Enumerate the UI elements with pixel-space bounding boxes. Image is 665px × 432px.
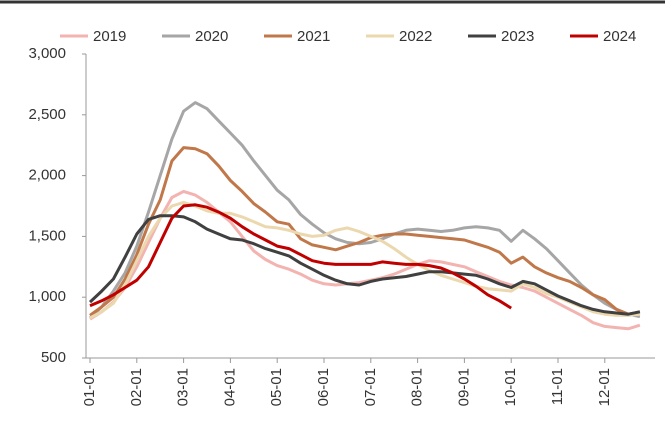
series-line: [89, 203, 512, 310]
y-tick-label: 2,000: [28, 167, 66, 184]
x-tick-label: 10-01: [502, 368, 519, 406]
legend-label: 2019: [93, 28, 126, 45]
series-line: [89, 146, 641, 317]
legend-label: 2024: [603, 28, 636, 45]
x-tick-label: 01-01: [81, 368, 98, 406]
legend-label: 2020: [195, 28, 228, 45]
x-tick-label: 04-01: [221, 368, 238, 406]
x-tick-label: 12-01: [596, 368, 613, 406]
x-tick-label: 02-01: [128, 368, 145, 406]
series-line: [88, 101, 641, 319]
series-line: [88, 214, 641, 316]
y-tick-label: 3,000: [28, 45, 66, 62]
x-tick-label: 06-01: [315, 368, 332, 406]
y-tick-label: 500: [41, 349, 66, 366]
x-tick-label: 08-01: [409, 368, 426, 406]
y-tick-label: 2,500: [28, 106, 66, 123]
series-line: [89, 189, 641, 331]
x-tick-label: 07-01: [362, 368, 379, 406]
legend-label: 2023: [501, 28, 534, 45]
series-line: [89, 200, 641, 320]
x-tick-label: 05-01: [268, 368, 285, 406]
y-tick-label: 1,500: [28, 227, 66, 244]
x-tick-label: 11-01: [549, 368, 566, 405]
legend-label: 2021: [297, 28, 330, 45]
legend-label: 2022: [399, 28, 432, 45]
x-tick-label: 03-01: [175, 368, 192, 406]
x-tick-label: 09-01: [455, 368, 472, 406]
y-tick-label: 1,000: [28, 288, 66, 305]
